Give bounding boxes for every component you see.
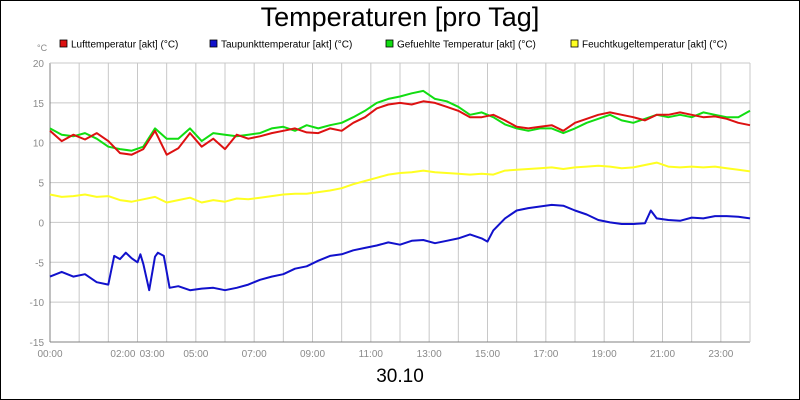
y-tick-label: 0 <box>38 218 44 229</box>
legend-item: Taupunkttemperatur [akt] (°C) <box>209 39 352 51</box>
y-tick-label: -10 <box>30 298 45 309</box>
x-tick-label: 03:00 <box>140 349 165 360</box>
legend-item: Feuchtkugeltemperatur [akt] (°C) <box>570 39 727 51</box>
series-line-4 <box>49 161 751 204</box>
series-line-3 <box>49 89 751 152</box>
y-tick-label: -15 <box>30 338 45 349</box>
x-tick-label: 02:00 <box>110 349 135 360</box>
x-tick-label: 15:00 <box>475 349 500 360</box>
legend-swatch <box>385 39 394 48</box>
legend-label: Feuchtkugeltemperatur [akt] (°C) <box>582 40 727 51</box>
legend-swatch <box>59 39 68 48</box>
x-tick-label: 00:00 <box>37 349 62 360</box>
y-tick-label: 10 <box>33 139 45 150</box>
grid <box>49 62 751 343</box>
x-tick-label: 19:00 <box>592 349 617 360</box>
x-tick-label: 17:00 <box>533 349 558 360</box>
legend-item: Gefuehlte Temperatur [akt] (°C) <box>385 39 536 51</box>
y-tick-label: 5 <box>38 179 44 190</box>
chart-subtitle: 30.10 <box>376 366 424 387</box>
axes: -15 -10 -5 0 5 10 15 20 00:00 02:00 03:00 05:00 07:0… <box>30 43 751 360</box>
x-tick-label: 07:00 <box>242 349 267 360</box>
y-tick-label: 20 <box>33 59 45 70</box>
series-lines <box>49 89 751 292</box>
x-tick-label: 21:00 <box>650 349 675 360</box>
legend: Lufttemperatur [akt] (°C) Taupunkttempera… <box>59 39 727 51</box>
legend-label: Taupunkttemperatur [akt] (°C) <box>221 40 352 51</box>
legend-item: Lufttemperatur [akt] (°C) <box>59 39 178 51</box>
legend-label: Gefuehlte Temperatur [akt] (°C) <box>397 40 536 51</box>
x-tick-label: 09:00 <box>300 349 325 360</box>
x-tick-label: 11:00 <box>359 349 384 360</box>
legend-label: Lufttemperatur [akt] (°C) <box>71 40 178 51</box>
y-tick-label: -5 <box>35 258 44 269</box>
series-line-1 <box>49 100 751 156</box>
x-tick-label: 13:00 <box>417 349 442 360</box>
y-tick-label: 15 <box>33 99 45 110</box>
chart-title: Temperaturen [pro Tag] <box>260 2 540 32</box>
legend-swatch <box>570 39 579 48</box>
x-tick-label: 23:00 <box>708 349 733 360</box>
y-unit-label: °C <box>37 43 48 53</box>
legend-swatch <box>209 39 218 48</box>
series-line-2 <box>49 203 751 292</box>
x-tick-label: 05:00 <box>183 349 208 360</box>
